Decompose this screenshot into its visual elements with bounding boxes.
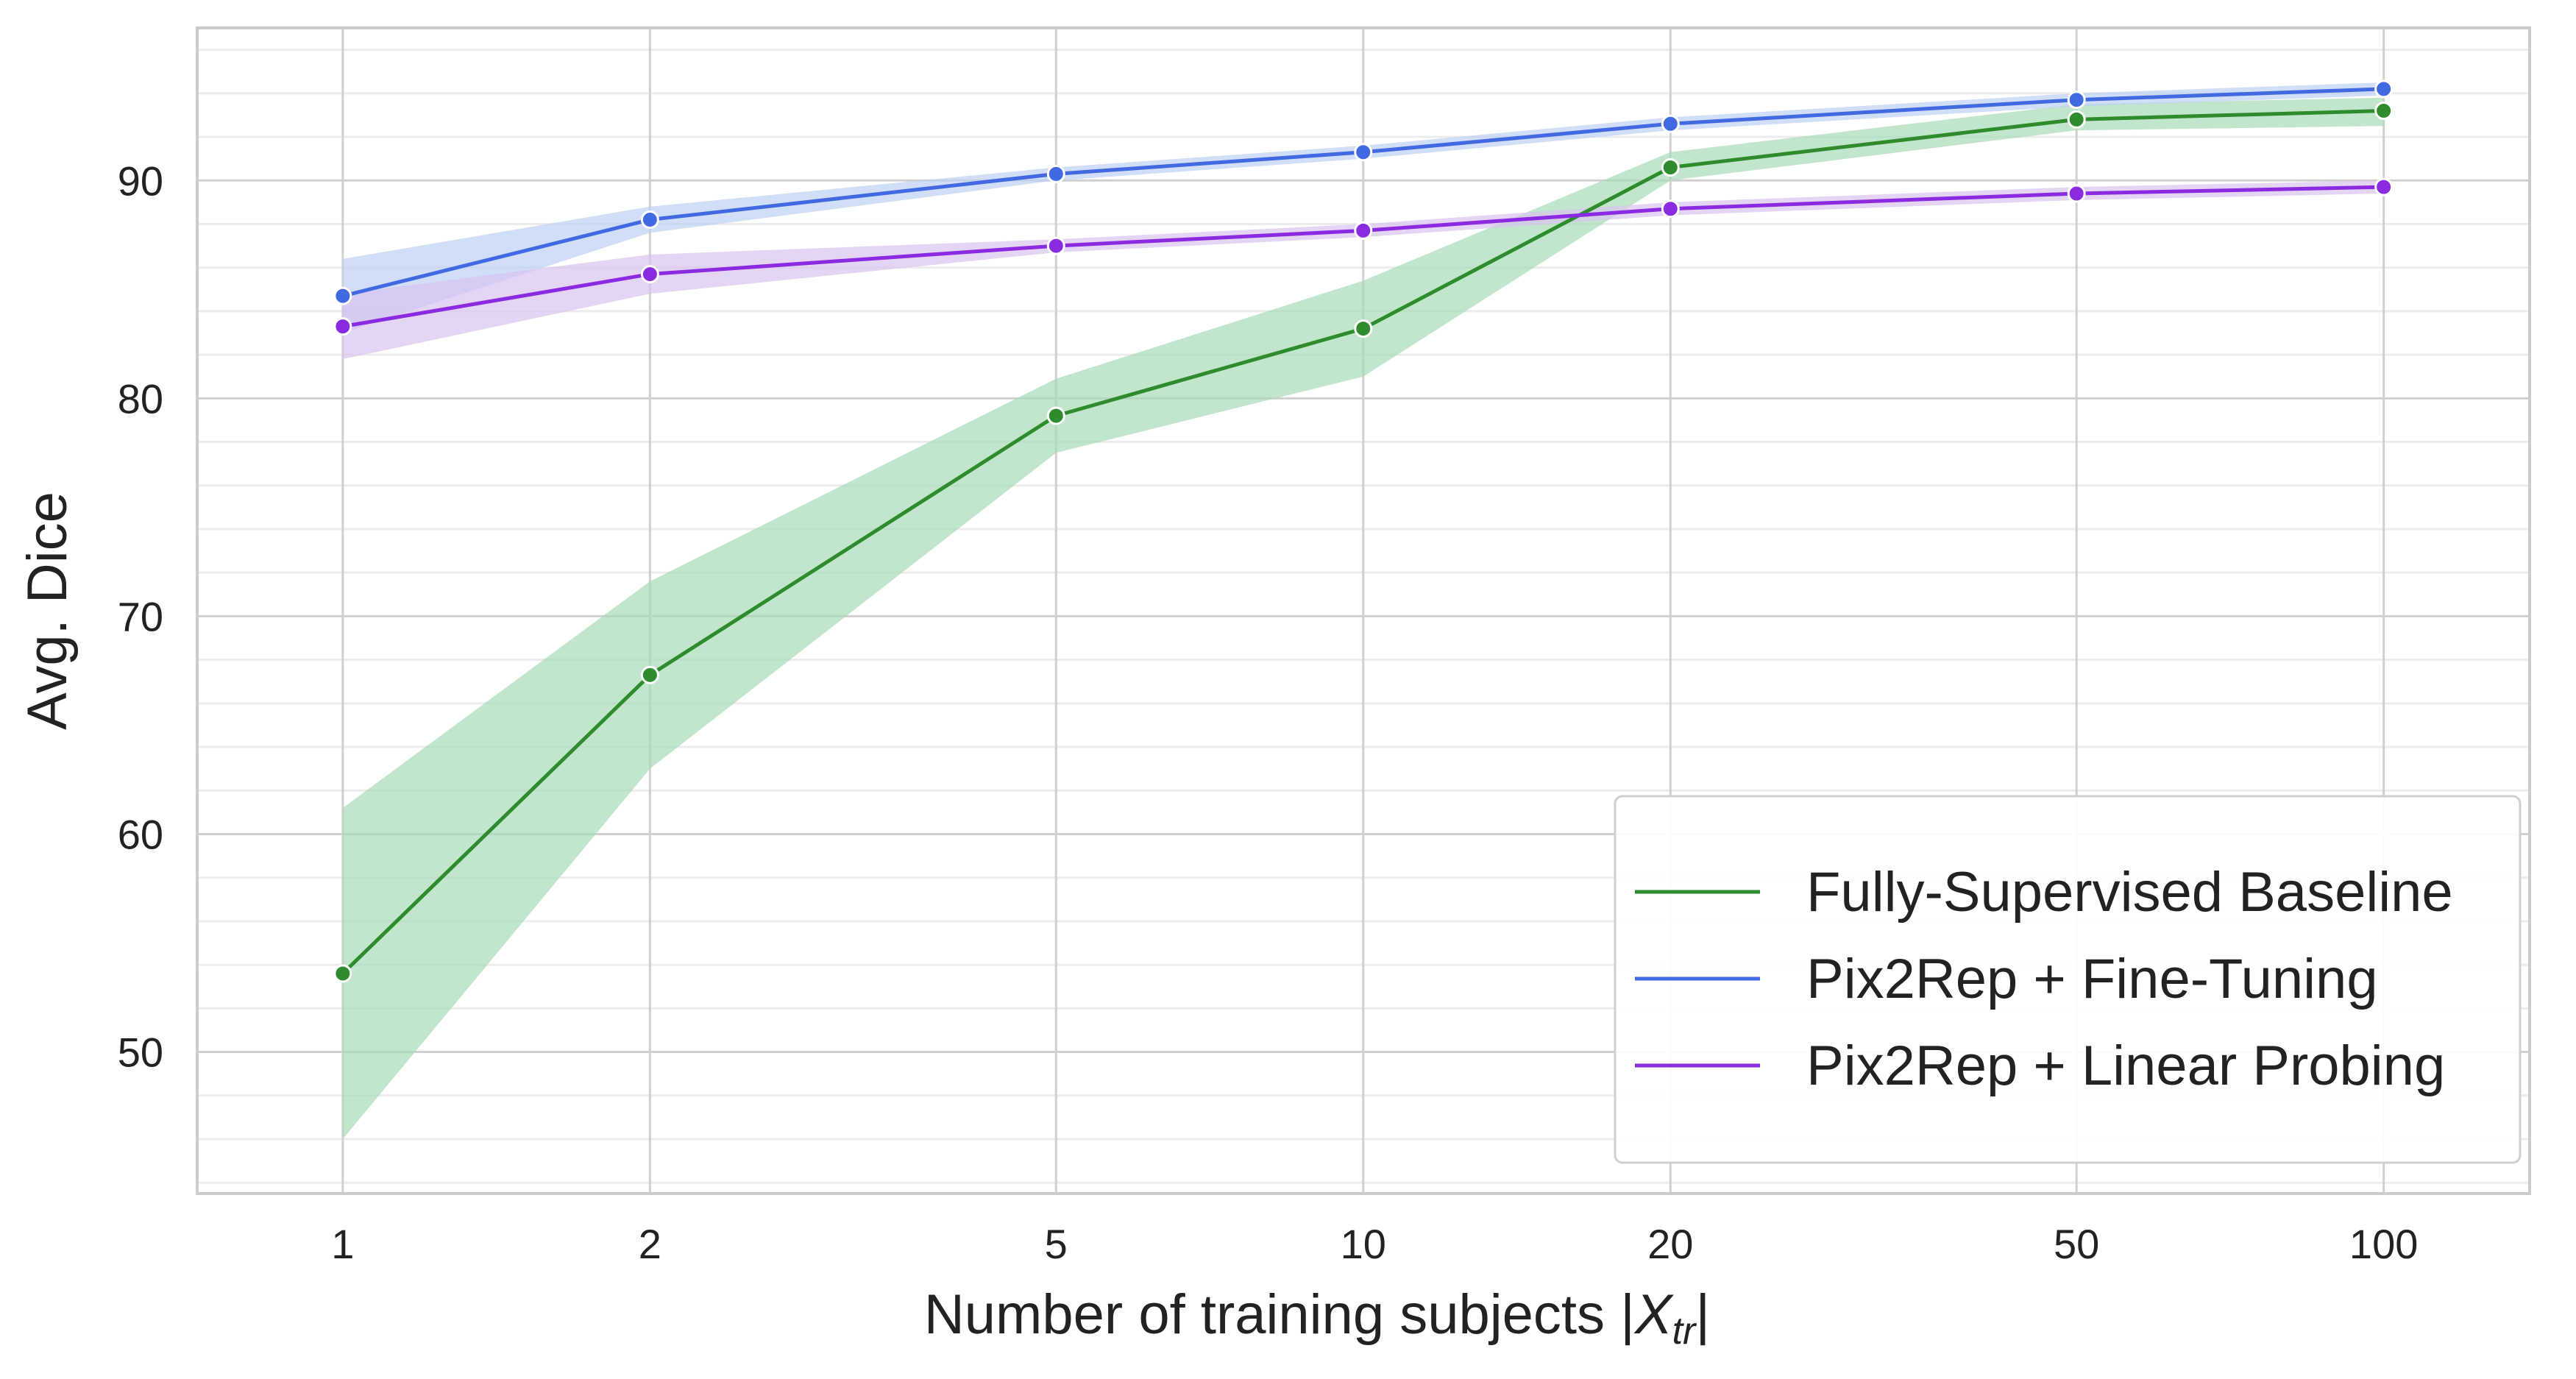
legend-label: Fully-Supervised Baseline (1806, 861, 2453, 924)
x-axis-label-end: | (1695, 1283, 1710, 1346)
x-axis-label-main: Number of training subjects | (924, 1283, 1635, 1346)
data-point (2067, 91, 2086, 110)
data-point (333, 286, 352, 305)
y-tick-label: 60 (118, 811, 163, 857)
data-point (2374, 102, 2394, 121)
data-point (2374, 79, 2394, 99)
x-tick-label: 10 (1341, 1221, 1386, 1267)
data-point (1661, 114, 1680, 133)
confidence-band-2 (342, 180, 2384, 360)
data-point (1354, 143, 1373, 162)
data-point (1354, 221, 1373, 240)
y-tick-label: 50 (118, 1029, 163, 1076)
y-tick-label: 80 (118, 375, 163, 422)
data-point (1661, 199, 1680, 219)
x-axis-label: Number of training subjects |Xtr| (924, 1283, 1710, 1353)
x-tick-label: 50 (2054, 1221, 2099, 1267)
data-point (640, 210, 659, 230)
x-axis-label-var: X (1633, 1283, 1675, 1346)
data-point (333, 317, 352, 336)
legend-label: Pix2Rep + Fine-Tuning (1806, 948, 2378, 1010)
y-tick-label: 70 (118, 593, 163, 639)
x-tick-label: 5 (1045, 1221, 1068, 1267)
data-point (2067, 184, 2086, 203)
series-points (333, 79, 2394, 983)
x-tick-label: 2 (639, 1221, 661, 1267)
y-tick-labels: 50 60 70 80 90 (118, 157, 163, 1075)
legend-box (1614, 795, 2522, 1164)
data-point (1046, 164, 1065, 183)
data-point (2374, 177, 2394, 196)
data-point (2067, 110, 2086, 129)
x-axis-label-sub: tr (1672, 1310, 1697, 1353)
data-point (1046, 236, 1065, 255)
data-point (1354, 319, 1373, 338)
y-axis-label: Avg. Dice (16, 492, 79, 730)
legend-label: Pix2Rep + Linear Probing (1806, 1035, 2445, 1097)
x-tick-label: 20 (1647, 1221, 1693, 1267)
x-tick-label: 1 (331, 1221, 354, 1267)
y-tick-label: 90 (118, 157, 163, 204)
plot-frame (196, 26, 2531, 1195)
data-point (640, 265, 659, 284)
data-point (333, 964, 352, 983)
data-point (1046, 406, 1065, 425)
confidence-band-0 (342, 97, 2384, 1139)
x-tick-label: 100 (2349, 1221, 2418, 1267)
data-point (640, 665, 659, 684)
legend: Fully-Supervised Baseline Pix2Rep + Fine-… (1614, 795, 2522, 1164)
data-point (1661, 157, 1680, 177)
x-tick-labels: 1 2 5 10 20 50 100 (331, 1221, 2418, 1267)
